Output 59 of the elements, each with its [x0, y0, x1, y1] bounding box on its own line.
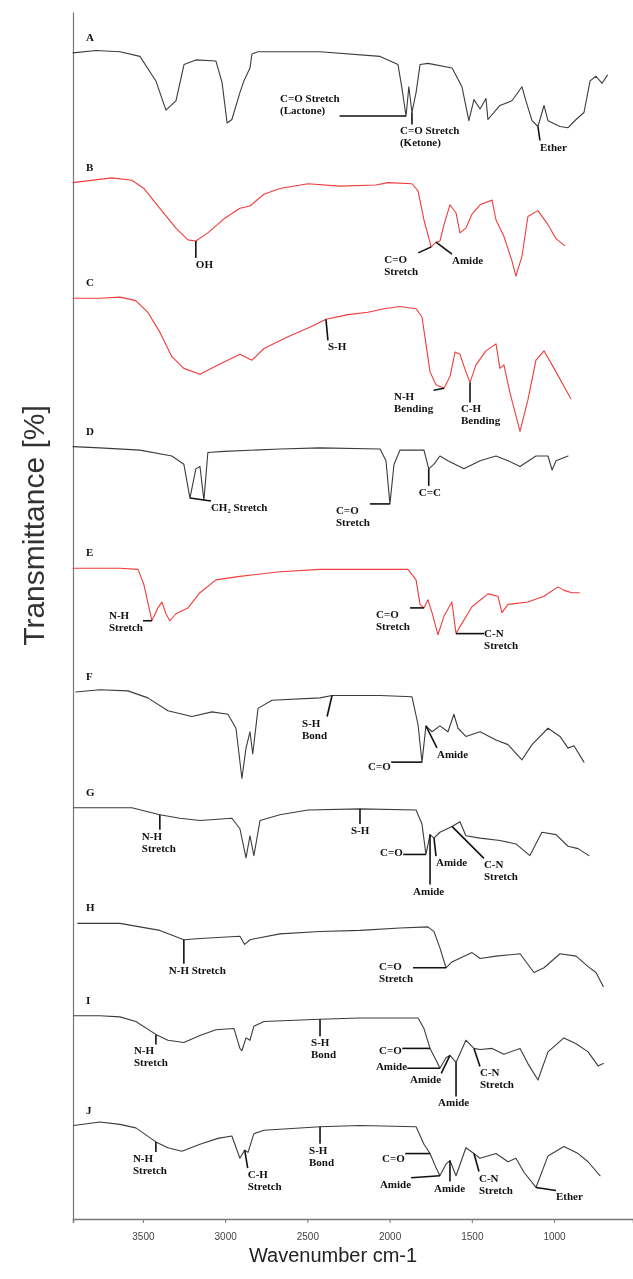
- annotation: C-H Stretch: [247, 1168, 282, 1193]
- annotation: C-N Stretch: [483, 858, 518, 883]
- series-label: A: [86, 30, 94, 43]
- annotation: C-H Bending: [461, 402, 501, 427]
- x-tick-label: 1000: [543, 1231, 567, 1242]
- annotation: Amide: [451, 254, 484, 267]
- annotation: Amide: [375, 1060, 408, 1073]
- annotation: Amide: [413, 884, 445, 897]
- annotation: S-H Bond: [311, 1036, 337, 1061]
- x-tick-label: 2000: [378, 1231, 402, 1242]
- annotation: C=O: [382, 1151, 406, 1164]
- annotation: C=O Stretch: [375, 607, 410, 632]
- annotation: C=O: [367, 760, 392, 773]
- annotation: C=O Stretch: [379, 959, 414, 984]
- annotation: C=O: [379, 846, 404, 859]
- series-label: H: [86, 901, 95, 914]
- x-axis-title: Wavenumber cm-1: [248, 1244, 418, 1266]
- series-label: F: [86, 670, 93, 683]
- annotation: N-H Stretch: [108, 608, 143, 633]
- x-tick-label: 3500: [132, 1231, 155, 1242]
- annotation: C-N Stretch: [479, 1066, 514, 1091]
- annotation: S-H: [327, 340, 347, 353]
- x-tick-label: 2500: [296, 1231, 320, 1242]
- annotation: C=O Stretch: [384, 252, 419, 277]
- series-label: J: [86, 1103, 92, 1116]
- annotation: N-H Stretch: [168, 963, 226, 976]
- annotation: C-N Stretch: [484, 626, 519, 651]
- annotation: C=O Stretch (Lactone): [280, 91, 340, 117]
- annotation: Amide: [438, 1096, 470, 1109]
- annotation: N-H Stretch: [132, 1151, 167, 1176]
- annotation: S-H Bond: [302, 716, 328, 741]
- annotation: N-H Stretch: [141, 829, 176, 854]
- annotation: Amide: [436, 747, 469, 760]
- annotation: OH: [195, 258, 214, 271]
- annotation: Ether: [539, 140, 567, 153]
- annotation: C-N Stretch: [478, 1171, 513, 1196]
- y-axis-title: Transmittance [%]: [17, 405, 50, 646]
- annotation: S-H: [350, 823, 370, 836]
- annotation: Amide: [436, 856, 468, 869]
- series-label: B: [86, 160, 94, 173]
- series-label: E: [86, 546, 94, 559]
- series-label: D: [86, 424, 94, 437]
- annotation: C=O Stretch (Ketone): [399, 124, 460, 150]
- annotation: Ether: [555, 1190, 583, 1203]
- series-label: I: [86, 993, 91, 1006]
- annotation: N-H Stretch: [133, 1044, 168, 1069]
- series-label: G: [86, 785, 95, 798]
- annotation: Amide: [433, 1181, 466, 1194]
- annotation: Amide: [409, 1073, 442, 1086]
- annotation: N-H Bending: [394, 390, 434, 415]
- x-tick-label: 1500: [461, 1231, 484, 1242]
- series-label: C: [86, 276, 94, 289]
- annotation: CH₂ Stretch: [210, 501, 268, 514]
- annotation: C=C: [418, 485, 441, 498]
- x-tick-label: 3000: [214, 1231, 238, 1242]
- annotation: C=O: [379, 1044, 403, 1057]
- annotation: Amide: [379, 1177, 412, 1190]
- annotation: S-H Bond: [309, 1143, 335, 1168]
- annotation: C=O Stretch: [335, 503, 370, 528]
